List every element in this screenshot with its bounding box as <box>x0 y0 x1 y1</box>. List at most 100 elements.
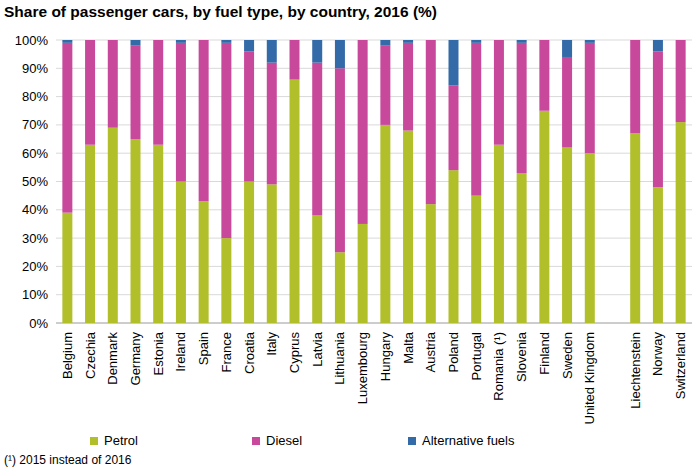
legend-label: Diesel <box>266 433 302 448</box>
bar-segment <box>471 43 481 196</box>
bar-segment <box>630 133 640 323</box>
chart: Share of passenger cars, by fuel type, b… <box>0 0 700 470</box>
x-tick-label: Ireland <box>173 332 188 372</box>
y-tick-label: 100% <box>15 33 49 48</box>
bar-segment <box>358 40 368 224</box>
bar-segment <box>199 40 209 201</box>
bar-segment <box>131 139 141 323</box>
bar-segment <box>653 51 663 187</box>
y-tick-label: 50% <box>22 174 48 189</box>
bar-segment <box>358 40 368 41</box>
bar-segment <box>380 125 390 323</box>
y-tick-label: 90% <box>22 61 48 76</box>
grid-line <box>56 153 692 154</box>
grid-line <box>56 124 692 125</box>
y-tick-label: 0% <box>29 316 48 331</box>
bar-segment <box>471 196 481 323</box>
y-tick-label: 60% <box>22 146 48 161</box>
legend-swatch <box>90 437 98 445</box>
bar-segment <box>494 40 504 145</box>
bar-segment <box>630 40 640 41</box>
bar-segment <box>494 145 504 323</box>
bar-segment <box>426 40 436 204</box>
x-tick-label: Latvia <box>310 331 325 366</box>
x-tick-label: France <box>219 332 234 372</box>
bar-segment <box>62 40 72 43</box>
x-tick-label: Hungary <box>378 332 393 382</box>
bar-segment <box>471 40 481 43</box>
bar-segment <box>380 40 390 46</box>
bar-segment <box>153 40 163 41</box>
bar-segment <box>676 40 686 41</box>
bar-segment <box>131 40 141 46</box>
bar-segment <box>312 63 322 216</box>
bar-segment <box>585 153 595 323</box>
bar-segment <box>290 40 300 41</box>
bar-segment <box>85 40 95 41</box>
grid-line <box>56 238 692 239</box>
bar-segment <box>494 40 504 41</box>
y-tick-label: 20% <box>22 259 48 274</box>
bar-segment <box>131 46 141 139</box>
bar-segment <box>630 40 640 133</box>
x-tick-label: Spain <box>196 332 211 365</box>
legend: PetrolDieselAlternative fuels <box>90 433 515 448</box>
x-tick-label: Belgium <box>60 332 75 379</box>
x-tick-label: Estonia <box>151 331 166 375</box>
bar-segment <box>153 40 163 145</box>
bar-segment <box>335 252 345 323</box>
x-tick-label: Liechtenstein <box>628 332 643 409</box>
bar-segment <box>562 40 572 57</box>
bar-segment <box>108 40 118 128</box>
bar-segment <box>290 40 300 80</box>
bar-segment <box>585 43 595 153</box>
bar-segment <box>221 43 231 238</box>
y-tick-label: 40% <box>22 202 48 217</box>
bar-segment <box>403 131 413 323</box>
bar-segment <box>221 238 231 323</box>
bar-segment <box>335 68 345 252</box>
bar-segment <box>290 80 300 323</box>
x-tick-label: Austria <box>423 331 438 372</box>
x-tick-label: Lithuania <box>332 331 347 385</box>
bar-segment <box>267 63 277 185</box>
x-tick-label: Finland <box>537 332 552 375</box>
bar-segment <box>199 201 209 323</box>
bar-segment <box>562 57 572 148</box>
bar-segment <box>653 40 663 51</box>
bar-segment <box>244 51 254 181</box>
bar-segment <box>108 128 118 323</box>
bar-segment <box>176 182 186 324</box>
bar-segment <box>449 40 459 85</box>
x-tick-label: Denmark <box>105 332 120 385</box>
bar-segment <box>153 145 163 323</box>
title: Share of passenger cars, by fuel type, b… <box>4 3 437 20</box>
grid <box>56 40 692 323</box>
footnote: (¹) 2015 instead of 2016 <box>4 453 132 467</box>
bar-segment <box>403 43 413 131</box>
bar-segment <box>539 111 549 323</box>
bar-segment <box>676 40 686 122</box>
bar-segment <box>653 187 663 323</box>
x-tick-label: Czechia <box>83 331 98 379</box>
bar-segment <box>312 215 322 323</box>
grid-line <box>56 294 692 295</box>
y-tick-label: 80% <box>22 89 48 104</box>
x-tick-label: United Kingdom <box>582 332 597 425</box>
grid-line <box>56 323 692 324</box>
bars <box>62 40 685 323</box>
bar-segment <box>221 40 231 43</box>
x-tick-label: Slovenia <box>514 331 529 382</box>
x-tick-label: Romania (¹) <box>491 332 506 401</box>
bar-segment <box>449 85 459 170</box>
bar-segment <box>85 40 95 145</box>
bar-segment <box>108 40 118 41</box>
grid-line <box>56 209 692 210</box>
x-tick-label: Poland <box>446 332 461 372</box>
bar-segment <box>62 213 72 323</box>
bar-segment <box>517 40 527 43</box>
bar-segment <box>244 182 254 324</box>
bar-segment <box>199 40 209 41</box>
x-tick-label: Sweden <box>560 332 575 379</box>
x-tick-label: Luxembourg <box>355 332 370 404</box>
